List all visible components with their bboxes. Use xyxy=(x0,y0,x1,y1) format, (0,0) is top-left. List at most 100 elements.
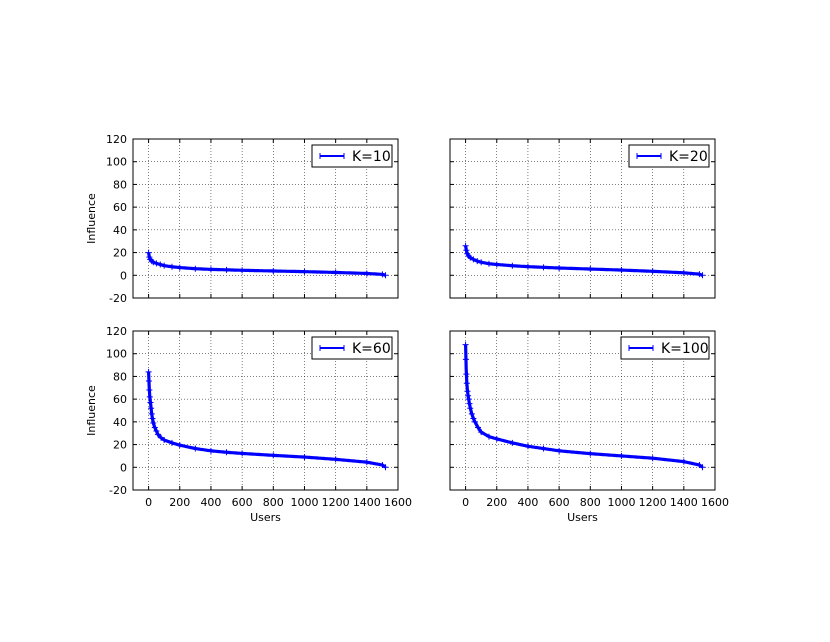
legend-marker xyxy=(319,345,345,351)
data-point xyxy=(146,387,153,394)
data-point xyxy=(699,464,706,471)
legend-box xyxy=(620,336,710,360)
data-point xyxy=(556,265,563,272)
data-point xyxy=(465,396,472,403)
x-tick-label: 800 xyxy=(580,496,601,509)
x-tick-label: 1600 xyxy=(701,496,729,509)
legend-label: K=100 xyxy=(661,341,709,357)
y-tick-label: -20 xyxy=(109,292,127,305)
data-point xyxy=(151,424,158,431)
data-point xyxy=(223,449,230,456)
y-tick-label: 20 xyxy=(113,247,127,260)
legend-label: K=10 xyxy=(352,149,391,165)
legend-box xyxy=(311,144,393,168)
data-point xyxy=(587,450,594,457)
y-tick-label: 40 xyxy=(113,416,127,429)
data-point xyxy=(696,462,703,469)
data-point xyxy=(471,418,478,425)
data-point xyxy=(301,268,308,275)
y-tick-label: -20 xyxy=(109,484,127,497)
series-line xyxy=(148,252,386,276)
data-point xyxy=(148,410,155,417)
data-point xyxy=(699,272,706,279)
legend-marker xyxy=(636,153,662,159)
x-tick-label: 200 xyxy=(169,496,190,509)
data-point xyxy=(649,455,656,462)
data-point xyxy=(150,259,157,266)
data-point xyxy=(145,249,152,256)
y-tick-label: 40 xyxy=(113,224,127,237)
data-point xyxy=(465,392,472,399)
panel-bottom-right: 0 200 400 600 800 1000 1200 1400 1600 Users K=100 xyxy=(449,330,729,524)
panel-bottom-left: 0 200 400 600 800 1000 1200 1400 1600 -20 0 20 40 60 8… xyxy=(85,325,412,524)
data-point xyxy=(382,272,389,279)
data-point xyxy=(332,456,339,463)
data-point xyxy=(176,442,183,449)
data-point xyxy=(168,263,175,270)
data-point xyxy=(153,427,160,434)
x-tick-label: 1000 xyxy=(290,496,318,509)
data-point xyxy=(154,431,161,438)
data-point xyxy=(466,400,473,407)
legend-marker xyxy=(319,153,345,159)
data-point xyxy=(464,388,471,395)
data-point xyxy=(462,341,469,348)
x-tick-label: 0 xyxy=(145,496,152,509)
data-point xyxy=(524,263,531,270)
data-point xyxy=(379,462,386,469)
data-point xyxy=(148,405,155,412)
x-tick-label: 1000 xyxy=(607,496,635,509)
data-point xyxy=(474,258,481,265)
data-point xyxy=(540,264,547,271)
data-point xyxy=(540,445,547,452)
data-point xyxy=(587,266,594,273)
x-axis-label: Users xyxy=(567,511,598,524)
axes-frame xyxy=(132,330,399,491)
x-axis-label: Users xyxy=(250,511,281,524)
y-axis-label: Influence xyxy=(85,385,98,436)
y-tick-label: 0 xyxy=(120,269,127,282)
legend-label: K=20 xyxy=(669,149,708,165)
data-point xyxy=(382,464,389,471)
x-tick-label: 600 xyxy=(232,496,253,509)
y-tick-label: 60 xyxy=(113,393,127,406)
y-tick-label: 120 xyxy=(106,325,127,338)
data-point xyxy=(463,380,470,387)
data-point xyxy=(649,268,656,275)
data-point xyxy=(493,435,500,442)
axes-frame xyxy=(449,138,716,299)
data-point xyxy=(680,458,687,465)
y-tick-label: 80 xyxy=(113,370,127,383)
x-tick-label: 600 xyxy=(549,496,570,509)
data-point xyxy=(493,261,500,268)
x-tick-label: 1200 xyxy=(322,496,350,509)
data-point xyxy=(301,454,308,461)
y-tick-label: 120 xyxy=(106,133,127,146)
data-point xyxy=(509,262,516,269)
y-tick-label: 60 xyxy=(113,201,127,214)
data-point xyxy=(145,368,152,375)
data-point xyxy=(462,242,469,249)
data-point xyxy=(149,415,156,422)
x-tick-label: 1400 xyxy=(353,496,381,509)
legend: K=20 xyxy=(628,144,710,168)
data-point xyxy=(161,262,168,269)
data-point xyxy=(239,267,246,274)
legend: K=60 xyxy=(311,336,393,360)
y-axis-label: Influence xyxy=(85,193,98,244)
x-tick-label: 1200 xyxy=(639,496,667,509)
data-point xyxy=(147,399,154,406)
data-point xyxy=(485,260,492,267)
axes-frame xyxy=(449,330,716,491)
data-point xyxy=(332,269,339,276)
data-point xyxy=(485,433,492,440)
x-tick-label: 400 xyxy=(200,496,221,509)
data-point xyxy=(478,259,485,266)
data-point xyxy=(680,269,687,276)
x-tick-label: 1400 xyxy=(670,496,698,509)
data-point xyxy=(379,271,386,278)
series-line xyxy=(465,245,703,276)
data-point xyxy=(363,270,370,277)
data-point xyxy=(207,266,214,273)
data-point xyxy=(150,419,157,426)
